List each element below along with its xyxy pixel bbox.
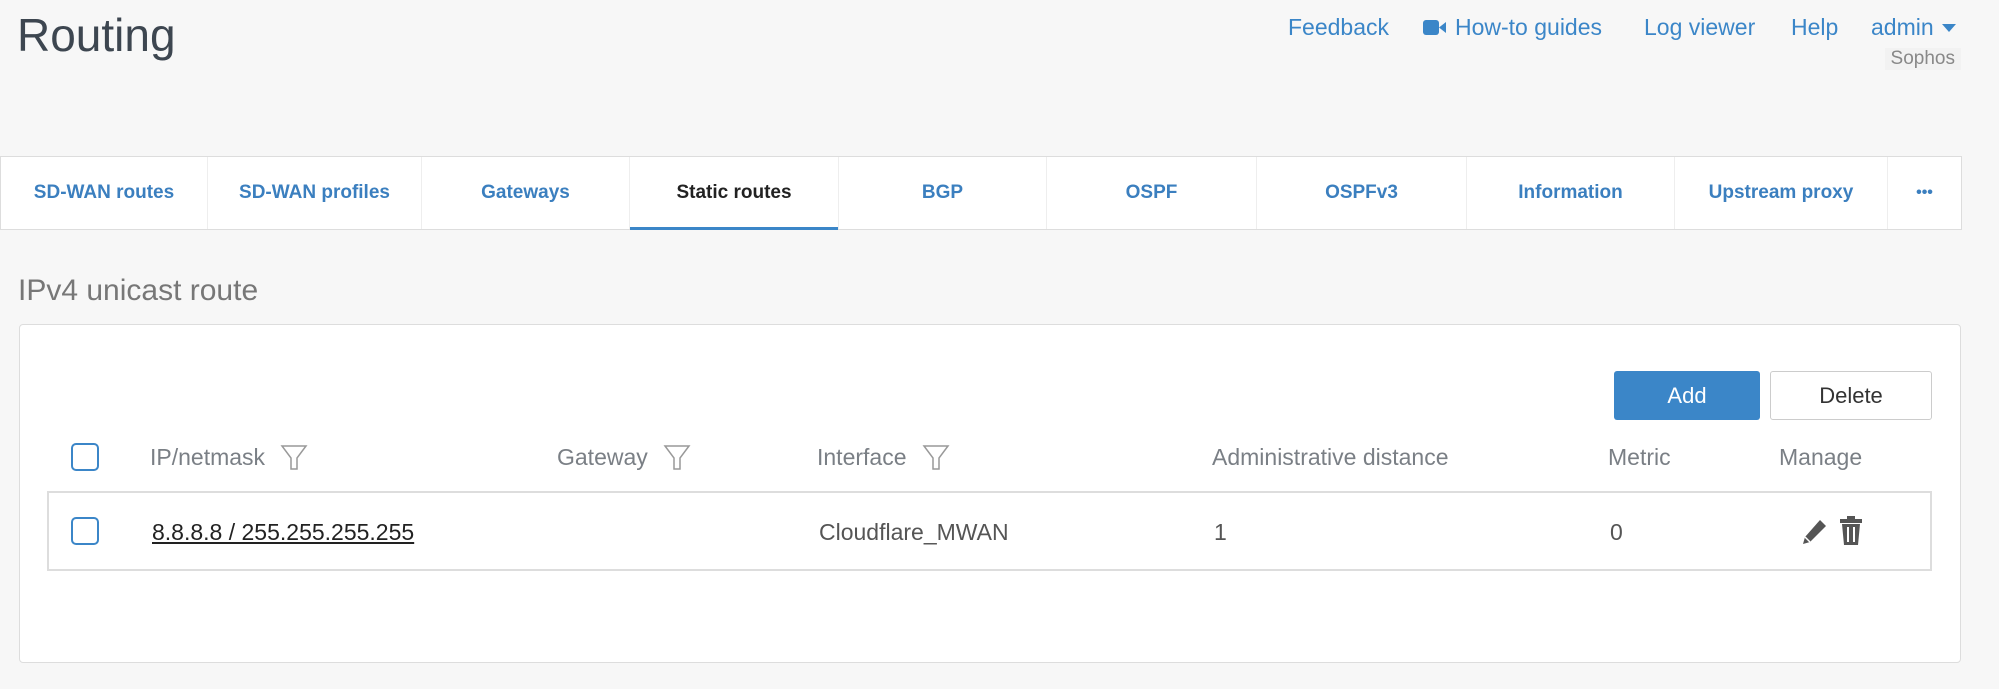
trash-icon[interactable] xyxy=(1838,515,1864,547)
interface-cell: Cloudflare_MWAN xyxy=(819,519,1009,545)
tab-upstream-proxy[interactable]: Upstream proxy xyxy=(1675,157,1888,229)
admin-label: admin xyxy=(1871,14,1934,40)
tab-static-routes[interactable]: Static routes xyxy=(630,157,839,230)
add-button[interactable]: Add xyxy=(1614,371,1760,420)
more-tabs-button[interactable]: ••• xyxy=(1916,184,1933,201)
ip-netmask-link[interactable]: 8.8.8.8 / 255.255.255.255 xyxy=(152,519,415,545)
row-checkbox[interactable] xyxy=(71,517,99,545)
video-camera-icon xyxy=(1423,20,1446,35)
metric-cell: 0 xyxy=(1610,519,1623,545)
tab-sd-wan-profiles[interactable]: SD-WAN profiles xyxy=(208,157,422,229)
tab-bar: SD-WAN routes SD-WAN profiles Gateways S… xyxy=(0,156,1962,230)
column-metric: Metric xyxy=(1608,443,1671,470)
column-label: Interface xyxy=(817,443,907,470)
how-to-guides-link[interactable]: How-to guides xyxy=(1423,14,1602,41)
admin-distance-cell: 1 xyxy=(1214,519,1227,545)
column-interface: Interface xyxy=(817,442,951,472)
tab-bgp[interactable]: BGP xyxy=(839,157,1047,229)
filter-icon[interactable] xyxy=(921,442,951,472)
caret-down-icon xyxy=(1941,23,1956,32)
column-label: IP/netmask xyxy=(150,443,266,470)
column-ip-netmask: IP/netmask xyxy=(150,442,309,472)
section-title: IPv4 unicast route xyxy=(18,274,259,307)
log-viewer-link[interactable]: Log viewer xyxy=(1644,14,1756,40)
tab-information[interactable]: Information xyxy=(1467,157,1675,229)
feedback-link[interactable]: Feedback xyxy=(1288,14,1390,40)
tab-ospf[interactable]: OSPF xyxy=(1047,157,1257,229)
page-title: Routing xyxy=(17,9,176,61)
organization-name: Sophos xyxy=(1884,48,1961,70)
column-gateway: Gateway xyxy=(557,442,692,472)
column-administrative-distance: Administrative distance xyxy=(1212,443,1449,470)
admin-menu[interactable]: admin xyxy=(1871,14,1956,41)
filter-icon[interactable] xyxy=(662,442,692,472)
filter-icon[interactable] xyxy=(279,442,309,472)
select-all-checkbox[interactable] xyxy=(71,443,99,471)
delete-button[interactable]: Delete xyxy=(1770,371,1932,420)
column-label: Gateway xyxy=(557,443,648,470)
help-link[interactable]: Help xyxy=(1791,14,1839,40)
table-row xyxy=(47,491,1932,571)
tab-sd-wan-routes[interactable]: SD-WAN routes xyxy=(1,157,208,229)
edit-icon[interactable] xyxy=(1801,517,1829,547)
tab-ospfv3[interactable]: OSPFv3 xyxy=(1257,157,1467,229)
tab-gateways[interactable]: Gateways xyxy=(422,157,630,229)
column-manage: Manage xyxy=(1779,443,1863,470)
how-to-guides-label: How-to guides xyxy=(1455,14,1603,40)
